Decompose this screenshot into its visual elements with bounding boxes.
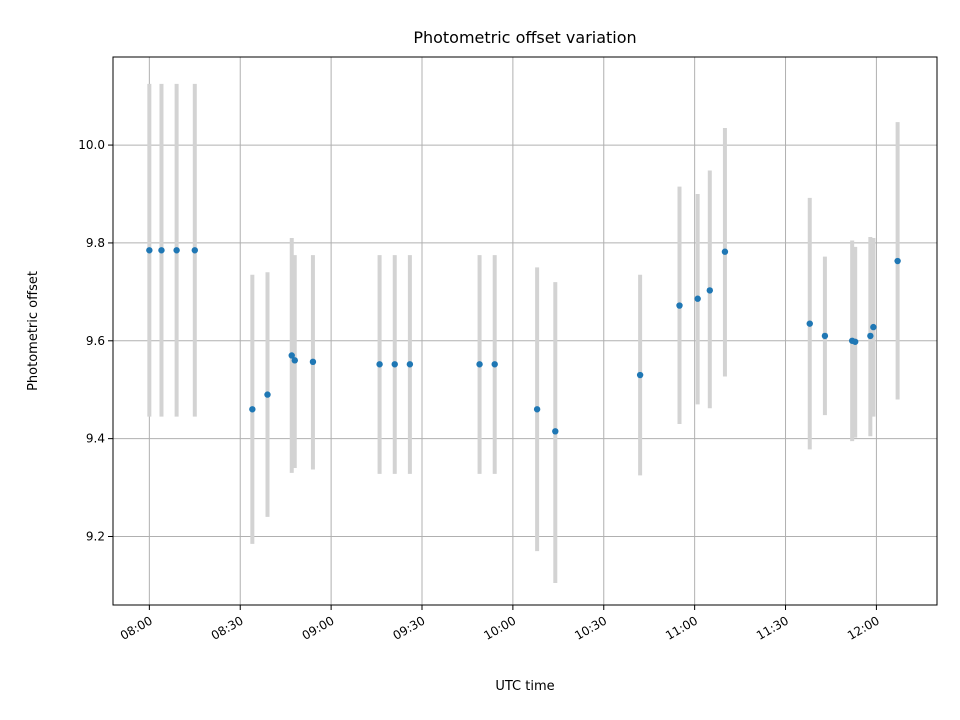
data-point — [533, 406, 541, 413]
data-point — [291, 357, 298, 364]
data-point — [391, 361, 398, 368]
data-point — [706, 287, 713, 294]
data-point — [676, 302, 683, 309]
data-point — [821, 332, 829, 340]
data-point — [249, 406, 256, 413]
data-points — [146, 247, 901, 435]
y-tick-label: 10.0 — [78, 138, 105, 152]
data-point — [636, 371, 644, 379]
data-point — [552, 428, 559, 435]
data-point — [264, 391, 271, 398]
x-axis-label: UTC time — [495, 679, 554, 694]
data-point — [806, 320, 813, 327]
data-point — [852, 338, 859, 345]
plot-frame — [112, 56, 938, 606]
y-tick-label: 9.8 — [86, 236, 105, 250]
grid — [113, 57, 937, 605]
y-tick-label: 9.2 — [86, 530, 105, 544]
data-point — [694, 295, 701, 302]
data-point — [476, 361, 483, 368]
data-point — [894, 257, 901, 265]
data-point — [158, 247, 165, 254]
data-point — [288, 352, 295, 359]
data-point — [867, 332, 874, 340]
data-point — [406, 361, 414, 368]
y-axis-ticks: 9.2 9.4 9.6 9.8 10.0 — [78, 138, 113, 544]
data-point — [376, 361, 383, 368]
chart-title: Photometric offset variation — [413, 28, 636, 47]
data-point — [870, 323, 877, 331]
y-tick-label: 9.4 — [86, 432, 105, 446]
data-point — [309, 358, 317, 366]
data-point — [191, 247, 198, 254]
data-point — [173, 247, 180, 254]
data-point — [721, 248, 729, 255]
y-tick-label: 9.6 — [86, 334, 105, 348]
data-point — [146, 247, 153, 254]
y-axis-label: Photometric offset — [26, 271, 41, 391]
data-point — [491, 361, 498, 368]
